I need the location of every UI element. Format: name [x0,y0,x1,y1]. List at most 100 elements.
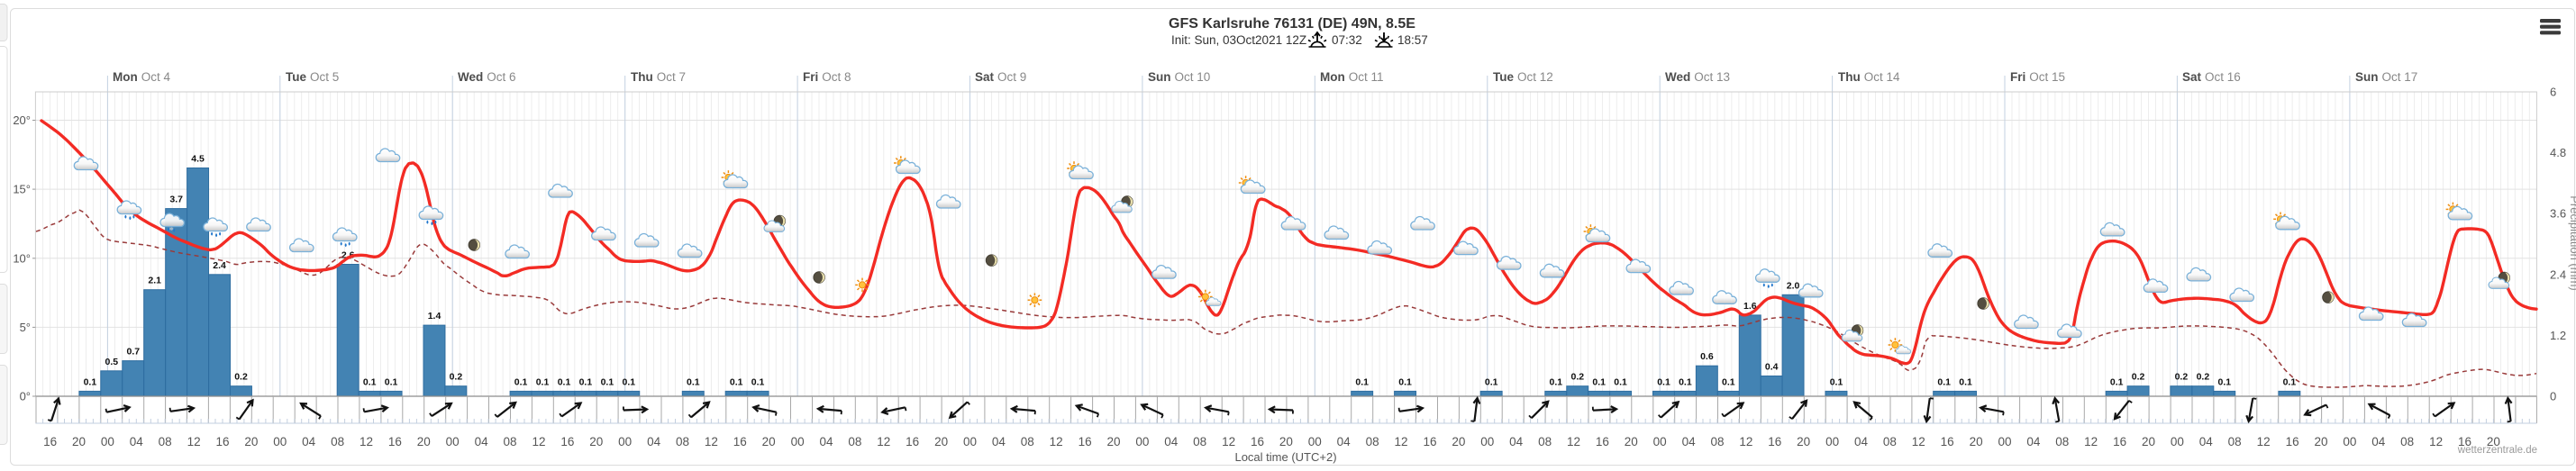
svg-text:0.2: 0.2 [450,372,463,383]
svg-text:0.1: 0.1 [751,376,765,387]
svg-text:wetterzentrale.de: wetterzentrale.de [2457,445,2537,456]
svg-text:00: 00 [1653,435,1667,448]
svg-text:00: 00 [2343,435,2356,448]
svg-text:0.2: 0.2 [2175,372,2189,383]
svg-text:12: 12 [1912,435,1925,448]
svg-text:00: 00 [1135,435,1149,448]
svg-text:08: 08 [848,435,861,448]
svg-text:12: 12 [1394,435,1407,448]
svg-text:00: 00 [101,435,114,448]
svg-text:20: 20 [1970,435,1983,448]
svg-text:00: 00 [2171,435,2184,448]
svg-text:2.1: 2.1 [148,276,161,286]
svg-text:00: 00 [1998,435,2011,448]
svg-text:20: 20 [762,435,776,448]
svg-text:12: 12 [2257,435,2271,448]
svg-text:0.1: 0.1 [622,376,635,387]
svg-text:0.1: 0.1 [1657,376,1670,387]
svg-text:0.6: 0.6 [1700,351,1714,362]
svg-text:00: 00 [1825,435,1839,448]
svg-text:20: 20 [244,435,258,448]
svg-text:3.7: 3.7 [169,195,183,205]
svg-text:10°: 10° [13,251,31,265]
svg-text:12: 12 [877,435,890,448]
svg-text:0.1: 0.1 [363,376,377,387]
svg-text:1.4: 1.4 [428,311,441,322]
svg-text:00: 00 [273,435,287,448]
svg-text:12: 12 [2084,435,2098,448]
svg-text:04: 04 [302,435,316,448]
svg-text:0°: 0° [20,390,31,403]
svg-text:16: 16 [1941,435,1954,448]
svg-text:12: 12 [2429,435,2443,448]
svg-text:12: 12 [1050,435,1063,448]
svg-text:04: 04 [819,435,833,448]
svg-text:0.2: 0.2 [2197,372,2210,383]
svg-text:2.4: 2.4 [2550,267,2566,281]
svg-text:0.1: 0.1 [1959,376,1972,387]
svg-text:2.0: 2.0 [1787,280,1800,291]
svg-text:6: 6 [2550,86,2556,99]
svg-text:16: 16 [388,435,402,448]
svg-text:07:32: 07:32 [1332,33,1362,47]
svg-text:08: 08 [1366,435,1379,448]
svg-text:08: 08 [159,435,172,448]
svg-text:08: 08 [2400,435,2414,448]
svg-text:04: 04 [1682,435,1697,448]
svg-text:08: 08 [2228,435,2242,448]
svg-text:08: 08 [1538,435,1552,448]
svg-text:0.1: 0.1 [1355,376,1369,387]
svg-text:04: 04 [647,435,661,448]
svg-text:04: 04 [1509,435,1524,448]
svg-text:16: 16 [1079,435,1092,448]
svg-text:08: 08 [503,435,516,448]
svg-text:0.1: 0.1 [687,376,700,387]
svg-text:20: 20 [1452,435,1465,448]
svg-text:0.1: 0.1 [730,376,743,387]
svg-text:0.1: 0.1 [514,376,528,387]
svg-text:0.7: 0.7 [126,347,140,358]
svg-text:0.1: 0.1 [1485,376,1498,387]
svg-text:0.1: 0.1 [1679,376,1692,387]
svg-text:20: 20 [417,435,431,448]
svg-text:04: 04 [1337,435,1352,448]
svg-text:20: 20 [2314,435,2327,448]
svg-text:04: 04 [2371,435,2386,448]
svg-text:0.2: 0.2 [2132,372,2145,383]
svg-text:20: 20 [2142,435,2155,448]
svg-text:0.1: 0.1 [1614,376,1627,387]
svg-text:20: 20 [72,435,86,448]
svg-text:Local time (UTC+2): Local time (UTC+2) [1234,450,1336,464]
svg-text:15°: 15° [13,183,31,196]
svg-text:04: 04 [130,435,144,448]
svg-text:20: 20 [1797,435,1810,448]
svg-text:0.1: 0.1 [84,376,97,387]
svg-text:4.5: 4.5 [191,154,205,165]
svg-text:16: 16 [906,435,919,448]
svg-text:04: 04 [992,435,1006,448]
svg-text:16: 16 [1423,435,1436,448]
svg-text:4.8: 4.8 [2550,146,2566,159]
svg-text:18:57: 18:57 [1397,33,1428,47]
svg-text:2.4: 2.4 [213,260,226,271]
svg-text:04: 04 [2026,435,2041,448]
svg-text:GFS Karlsruhe 76131 (DE) 49N,: GFS Karlsruhe 76131 (DE) 49N, 8.5E [1169,16,1415,32]
svg-text:0.1: 0.1 [1830,376,1843,387]
svg-text:08: 08 [1883,435,1897,448]
svg-text:0.1: 0.1 [601,376,614,387]
svg-text:08: 08 [1710,435,1724,448]
svg-text:Precipitation (mm): Precipitation (mm) [2568,195,2576,290]
svg-text:0.1: 0.1 [579,376,593,387]
svg-text:0.1: 0.1 [1398,376,1412,387]
svg-text:16: 16 [2113,435,2126,448]
svg-text:00: 00 [963,435,977,448]
